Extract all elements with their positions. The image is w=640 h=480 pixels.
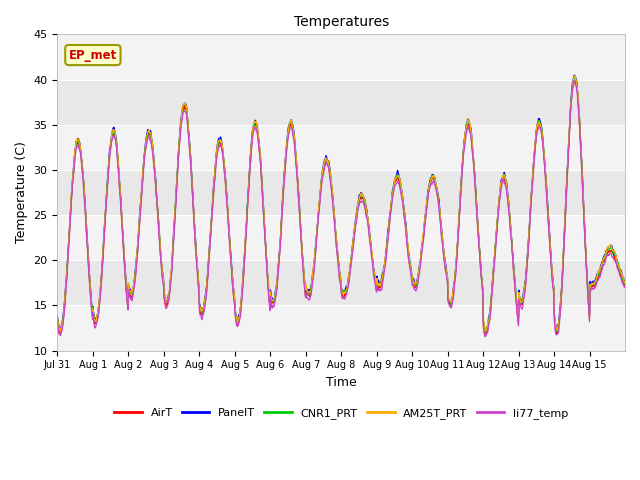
CNR1_PRT — [571, 74, 579, 80]
Bar — [58, 215, 625, 260]
CNR1_PRT — [621, 281, 629, 287]
AM25T_PRT — [614, 263, 622, 268]
PanelT — [559, 269, 566, 275]
AM25T_PRT — [56, 328, 64, 334]
CNR1_PRT — [475, 237, 483, 243]
AM25T_PRT — [327, 172, 335, 178]
Title: Temperatures: Temperatures — [294, 15, 389, 29]
AirT — [559, 272, 566, 278]
PanelT — [54, 313, 61, 319]
X-axis label: Time: Time — [326, 376, 356, 389]
PanelT — [142, 136, 150, 142]
li77_temp — [559, 275, 566, 281]
AirT — [481, 334, 489, 339]
li77_temp — [570, 78, 578, 84]
Bar — [58, 305, 625, 350]
li77_temp — [142, 144, 150, 149]
CNR1_PRT — [54, 315, 61, 321]
Bar — [58, 35, 625, 80]
Bar — [58, 125, 625, 170]
AirT — [621, 282, 629, 288]
CNR1_PRT — [326, 172, 334, 178]
AM25T_PRT — [559, 268, 566, 274]
CNR1_PRT — [614, 260, 622, 266]
li77_temp — [621, 285, 629, 290]
li77_temp — [614, 267, 622, 273]
CNR1_PRT — [316, 200, 323, 206]
AM25T_PRT — [54, 314, 61, 320]
AirT — [316, 200, 323, 205]
Line: CNR1_PRT: CNR1_PRT — [58, 77, 625, 333]
CNR1_PRT — [559, 268, 566, 274]
li77_temp — [326, 178, 334, 184]
PanelT — [481, 328, 489, 334]
Line: AM25T_PRT: AM25T_PRT — [58, 76, 625, 331]
PanelT — [326, 169, 334, 175]
AirT — [54, 317, 61, 323]
AM25T_PRT — [476, 243, 483, 249]
li77_temp — [54, 321, 61, 326]
PanelT — [570, 72, 578, 78]
Text: EP_met: EP_met — [68, 48, 117, 61]
Y-axis label: Temperature (C): Temperature (C) — [15, 142, 28, 243]
AirT — [142, 142, 150, 148]
AM25T_PRT — [316, 192, 324, 198]
Line: PanelT: PanelT — [58, 75, 625, 331]
Line: AirT: AirT — [58, 81, 625, 336]
Line: li77_temp: li77_temp — [58, 81, 625, 337]
CNR1_PRT — [481, 330, 489, 336]
AirT — [475, 241, 483, 247]
AirT — [571, 78, 579, 84]
li77_temp — [475, 242, 483, 248]
li77_temp — [316, 204, 323, 209]
li77_temp — [481, 334, 489, 340]
AirT — [614, 266, 622, 272]
CNR1_PRT — [142, 136, 150, 142]
PanelT — [316, 196, 323, 202]
PanelT — [475, 237, 483, 243]
AM25T_PRT — [621, 279, 629, 285]
AM25T_PRT — [143, 137, 150, 143]
Legend: AirT, PanelT, CNR1_PRT, AM25T_PRT, li77_temp: AirT, PanelT, CNR1_PRT, AM25T_PRT, li77_… — [109, 404, 573, 423]
AirT — [326, 174, 334, 180]
PanelT — [621, 278, 629, 284]
PanelT — [614, 263, 622, 268]
AM25T_PRT — [571, 73, 579, 79]
